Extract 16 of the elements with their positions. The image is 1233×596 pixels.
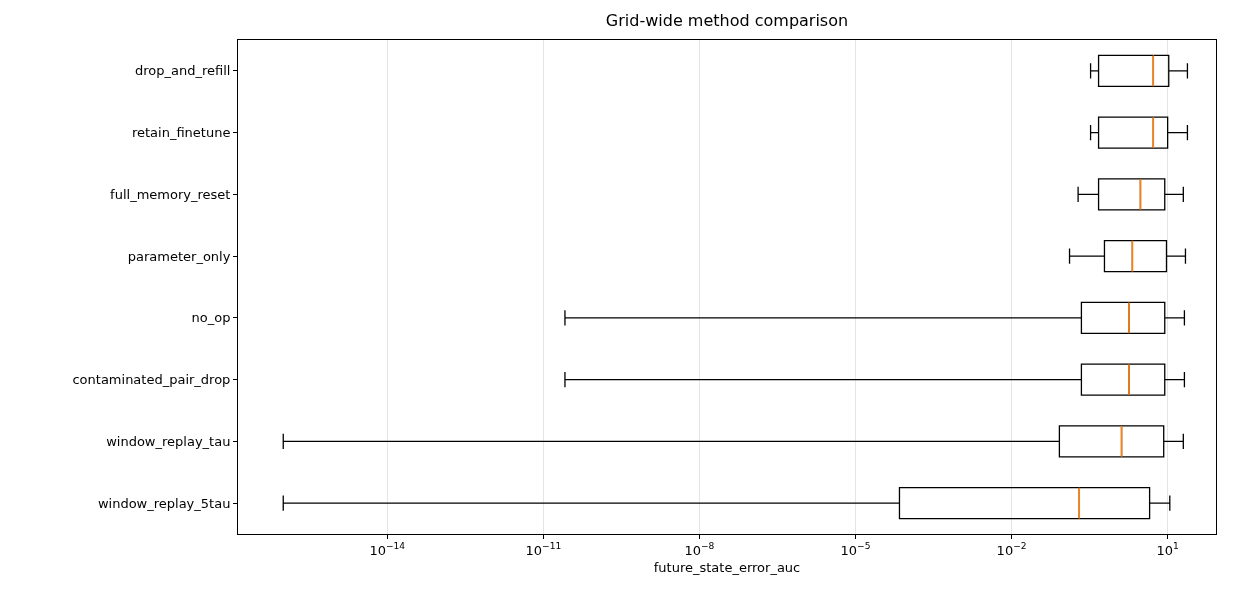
x-axis-title: future_state_error_auc bbox=[653, 560, 801, 576]
chart-title: Grid-wide method comparison bbox=[605, 11, 849, 31]
y-tick-label: window_replay_tau bbox=[106, 433, 231, 449]
x-tick-label: 10$^{−2}$ bbox=[996, 541, 1027, 558]
y-tick-label: window_replay_5tau bbox=[97, 495, 231, 511]
x-tick-label: 10$^{−14}$ bbox=[369, 541, 406, 558]
x-tick-label: 10$^{−8}$ bbox=[684, 541, 715, 558]
y-tick-label: no_op bbox=[191, 310, 231, 326]
y-tick-label: full_memory_reset bbox=[110, 186, 231, 202]
y-tick-label: drop_and_refill bbox=[134, 63, 231, 79]
x-tick-label: 10$^{1}$ bbox=[1156, 541, 1179, 558]
x-tick-label: 10$^{−11}$ bbox=[525, 541, 562, 558]
y-tick-label: retain_finetune bbox=[131, 125, 231, 141]
y-tick-label: contaminated_pair_drop bbox=[72, 372, 231, 388]
y-tick-label: parameter_only bbox=[127, 248, 231, 264]
x-tick-label: 10$^{−5}$ bbox=[840, 541, 871, 558]
